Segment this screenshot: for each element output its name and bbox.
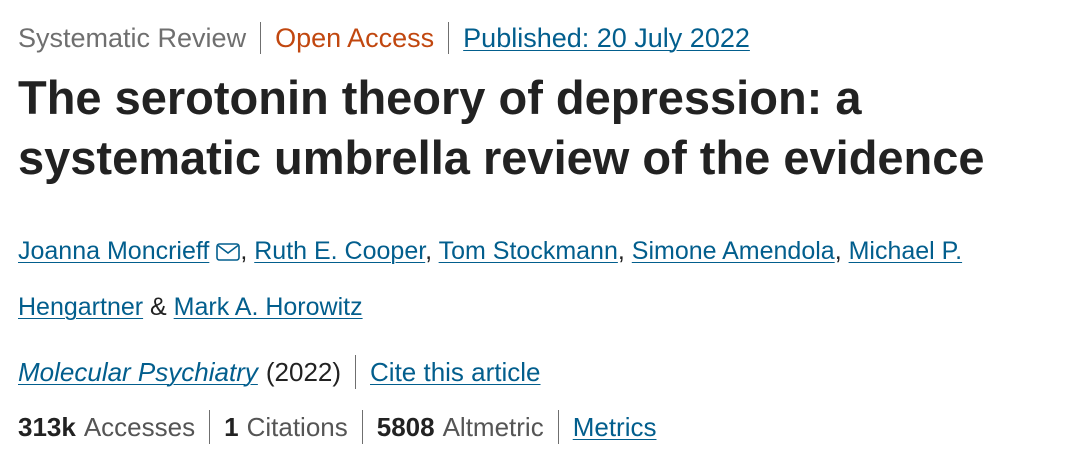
accesses-count: 313k <box>18 411 76 442</box>
open-access-badge: Open Access <box>275 22 435 53</box>
author-separator: , <box>425 237 439 265</box>
separator <box>355 355 357 389</box>
metrics-link[interactable]: Metrics <box>572 411 657 442</box>
author-ampersand: & <box>143 293 174 321</box>
author-link[interactable]: Joanna Moncrieff <box>18 237 210 265</box>
author-separator: , <box>240 237 255 265</box>
citations-label: Citations <box>246 411 348 442</box>
citations-count: 1 <box>224 411 239 442</box>
altmetric-label: Altmetric <box>442 411 544 442</box>
metrics-row: 313k Accesses 1 Citations 5808 Altmetric… <box>18 406 656 448</box>
author-link[interactable]: Hengartner <box>18 293 144 321</box>
author-link[interactable]: Michael P. <box>848 237 963 265</box>
altmetric-score: 5808 <box>376 411 435 442</box>
author-list: Joanna Moncrieff, Ruth E. Cooper, Tom St… <box>18 224 1068 334</box>
publication-year: (2022) <box>265 356 342 387</box>
author-link[interactable]: Tom Stockmann <box>438 237 618 265</box>
journal-link[interactable]: Molecular Psychiatry <box>18 356 258 387</box>
accesses-label: Accesses <box>83 411 196 442</box>
separator <box>448 22 450 54</box>
author-link[interactable]: Mark A. Horowitz <box>173 293 363 321</box>
journal-row: Molecular Psychiatry (2022) Cite this ar… <box>18 352 541 392</box>
author-separator: , <box>617 237 632 265</box>
cite-article-link[interactable]: Cite this article <box>370 356 541 387</box>
published-date-link[interactable]: Published: 20 July 2022 <box>463 22 750 53</box>
author-link[interactable]: Ruth E. Cooper <box>254 237 426 265</box>
envelope-icon[interactable] <box>216 226 241 280</box>
article-title: The serotonin theory of depression: a sy… <box>18 68 1068 188</box>
author-line-1: Joanna Moncrieff, Ruth E. Cooper, Tom St… <box>18 224 1068 280</box>
title-line-2: systematic umbrella review of the eviden… <box>18 131 985 184</box>
article-meta-row: Systematic Review Open Access Published:… <box>18 18 750 58</box>
author-separator: , <box>834 237 849 265</box>
separator <box>361 410 363 444</box>
title-line-1: The serotonin theory of depression: a <box>18 71 862 124</box>
separator <box>260 22 262 54</box>
separator <box>557 410 559 444</box>
separator <box>209 410 211 444</box>
author-line-2: Hengartner & Mark A. Horowitz <box>18 280 1068 334</box>
article-type: Systematic Review <box>18 22 247 53</box>
author-link[interactable]: Simone Amendola <box>631 237 835 265</box>
